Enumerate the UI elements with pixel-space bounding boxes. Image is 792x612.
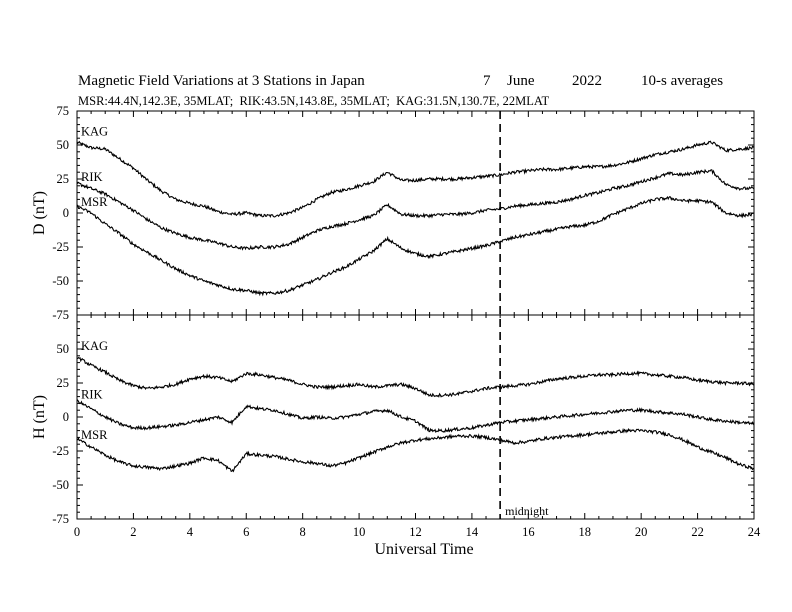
- panel-frame-bottom: [76, 314, 755, 520]
- chart-title: Magnetic Field Variations at 3 Stations …: [78, 73, 365, 89]
- title-month: June: [507, 73, 535, 89]
- title-day: 7: [483, 73, 491, 89]
- x-axis-label: Universal Time: [374, 541, 473, 558]
- x-tick-label: 8: [300, 525, 306, 539]
- series-line-top-msr: [76, 196, 755, 297]
- y-tick-label-top: 0: [63, 206, 69, 220]
- y-tick-label-bottom: -50: [52, 478, 69, 492]
- y-tick-label-top: -75: [52, 308, 69, 322]
- y-axis-label-top: D (nT): [31, 191, 48, 235]
- x-tick-label: 22: [691, 525, 704, 539]
- series-line-top-kag: [76, 140, 755, 218]
- y-tick-label-bottom: -75: [52, 512, 69, 526]
- series-line-top-rik: [76, 168, 755, 251]
- x-tick-label: 20: [635, 525, 648, 539]
- x-tick-label: 12: [409, 525, 422, 539]
- y-tick-label-bottom: -25: [52, 444, 69, 458]
- y-tick-label-bottom: 25: [57, 376, 70, 390]
- series-line-bottom-msr: [76, 427, 755, 473]
- y-tick-label-bottom: 50: [57, 342, 70, 356]
- x-tick-label: 2: [130, 525, 136, 539]
- series-label-top-msr: MSR: [81, 195, 108, 209]
- series-label-bottom-rik: RIK: [81, 388, 103, 402]
- x-tick-label: 4: [187, 525, 194, 539]
- y-tick-label-top: 75: [57, 104, 70, 118]
- y-tick-label-top: -50: [52, 274, 69, 288]
- midnight-label: midnight: [505, 504, 549, 518]
- x-tick-label: 10: [353, 525, 366, 539]
- series-line-bottom-rik: [76, 399, 755, 434]
- title-year: 2022: [572, 73, 602, 89]
- x-tick-label: 0: [74, 525, 80, 539]
- x-tick-label: 14: [466, 525, 479, 539]
- series-label-top-rik: RIK: [81, 170, 103, 184]
- y-tick-label-top: 50: [57, 138, 70, 152]
- series-label-bottom-kag: KAG: [81, 339, 108, 353]
- y-tick-label-top: 25: [57, 172, 70, 186]
- stations-subtitle: MSR:44.4N,142.3E, 35MLAT; RIK:43.5N,143.…: [78, 94, 550, 108]
- y-tick-label-bottom: 0: [63, 410, 69, 424]
- x-tick-label: 6: [243, 525, 249, 539]
- series-label-top-kag: KAG: [81, 124, 108, 138]
- y-axis-label-bottom: H (nT): [31, 395, 48, 439]
- series-label-bottom-msr: MSR: [81, 428, 108, 442]
- y-tick-label-top: -25: [52, 240, 69, 254]
- panel-frame-top: [76, 110, 755, 316]
- title-averaging: 10-s averages: [641, 73, 724, 89]
- x-tick-label: 24: [748, 525, 761, 539]
- series-line-bottom-kag: [76, 356, 755, 398]
- x-tick-label: 18: [579, 525, 592, 539]
- x-tick-label: 16: [522, 525, 535, 539]
